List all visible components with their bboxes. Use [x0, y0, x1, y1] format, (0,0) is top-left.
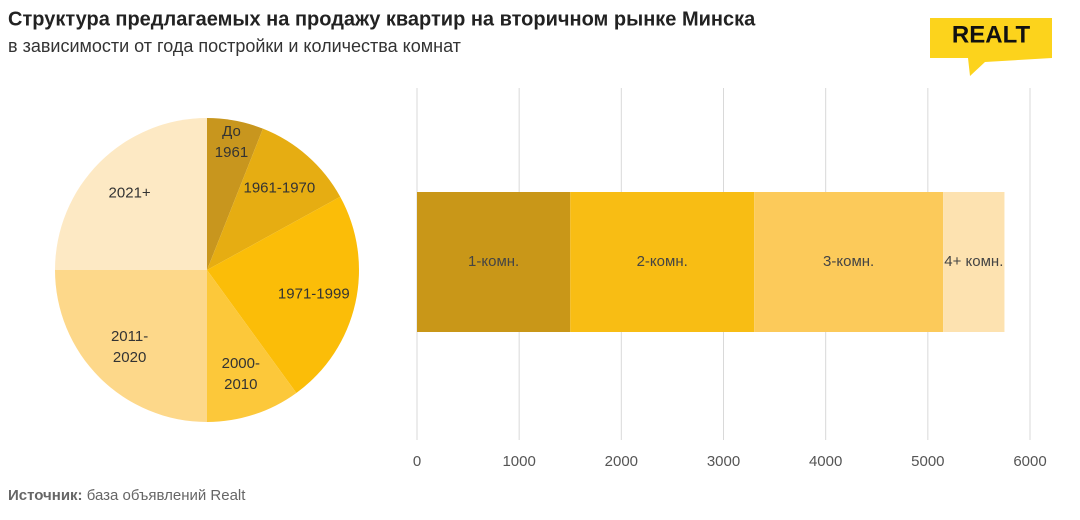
source-text: база объявлений Realt	[87, 487, 247, 504]
segment-label: 1-комн.	[468, 253, 519, 270]
source: Источник: база объявлений Realt	[8, 487, 246, 504]
x-tick-label: 6000	[1013, 453, 1046, 470]
pie-slice	[207, 118, 263, 270]
slice-label: 1971-1999	[277, 285, 350, 303]
source-label: Источник:	[8, 487, 83, 504]
slice-label: 1961-1970	[243, 179, 316, 197]
pie-slice	[55, 270, 207, 422]
bar-segment	[943, 192, 1005, 332]
x-tick-label: 1000	[502, 453, 535, 470]
slice-label: 2000-2010	[221, 355, 260, 394]
pie-slice	[207, 270, 297, 422]
chart-subtitle: в зависимости от года постройки и количе…	[8, 36, 461, 56]
bar-segment	[754, 192, 944, 332]
slice-label: До 1961	[214, 122, 249, 161]
slice-label: 2021+	[108, 184, 151, 202]
x-tick-label: 0	[413, 453, 421, 470]
x-tick-label: 5000	[911, 453, 944, 470]
x-tick-label: 4000	[809, 453, 842, 470]
pie-slice	[207, 196, 359, 393]
segment-label: 2-комн.	[637, 253, 688, 270]
logo-shape	[930, 18, 1052, 76]
chart-title: Структура предлагаемых на продажу кварти…	[8, 8, 756, 30]
bar-segment	[417, 192, 571, 332]
segment-label: 4+ комн.	[944, 253, 1003, 270]
segment-label: 3-комн.	[823, 253, 874, 270]
pie-slice	[55, 118, 207, 270]
pie-slice	[207, 128, 341, 270]
bar-segment	[570, 192, 755, 332]
x-tick-label: 3000	[707, 453, 740, 470]
slice-label: 2011-2020	[110, 328, 149, 367]
x-tick-label: 2000	[605, 453, 638, 470]
logo: REALT	[952, 21, 1031, 48]
